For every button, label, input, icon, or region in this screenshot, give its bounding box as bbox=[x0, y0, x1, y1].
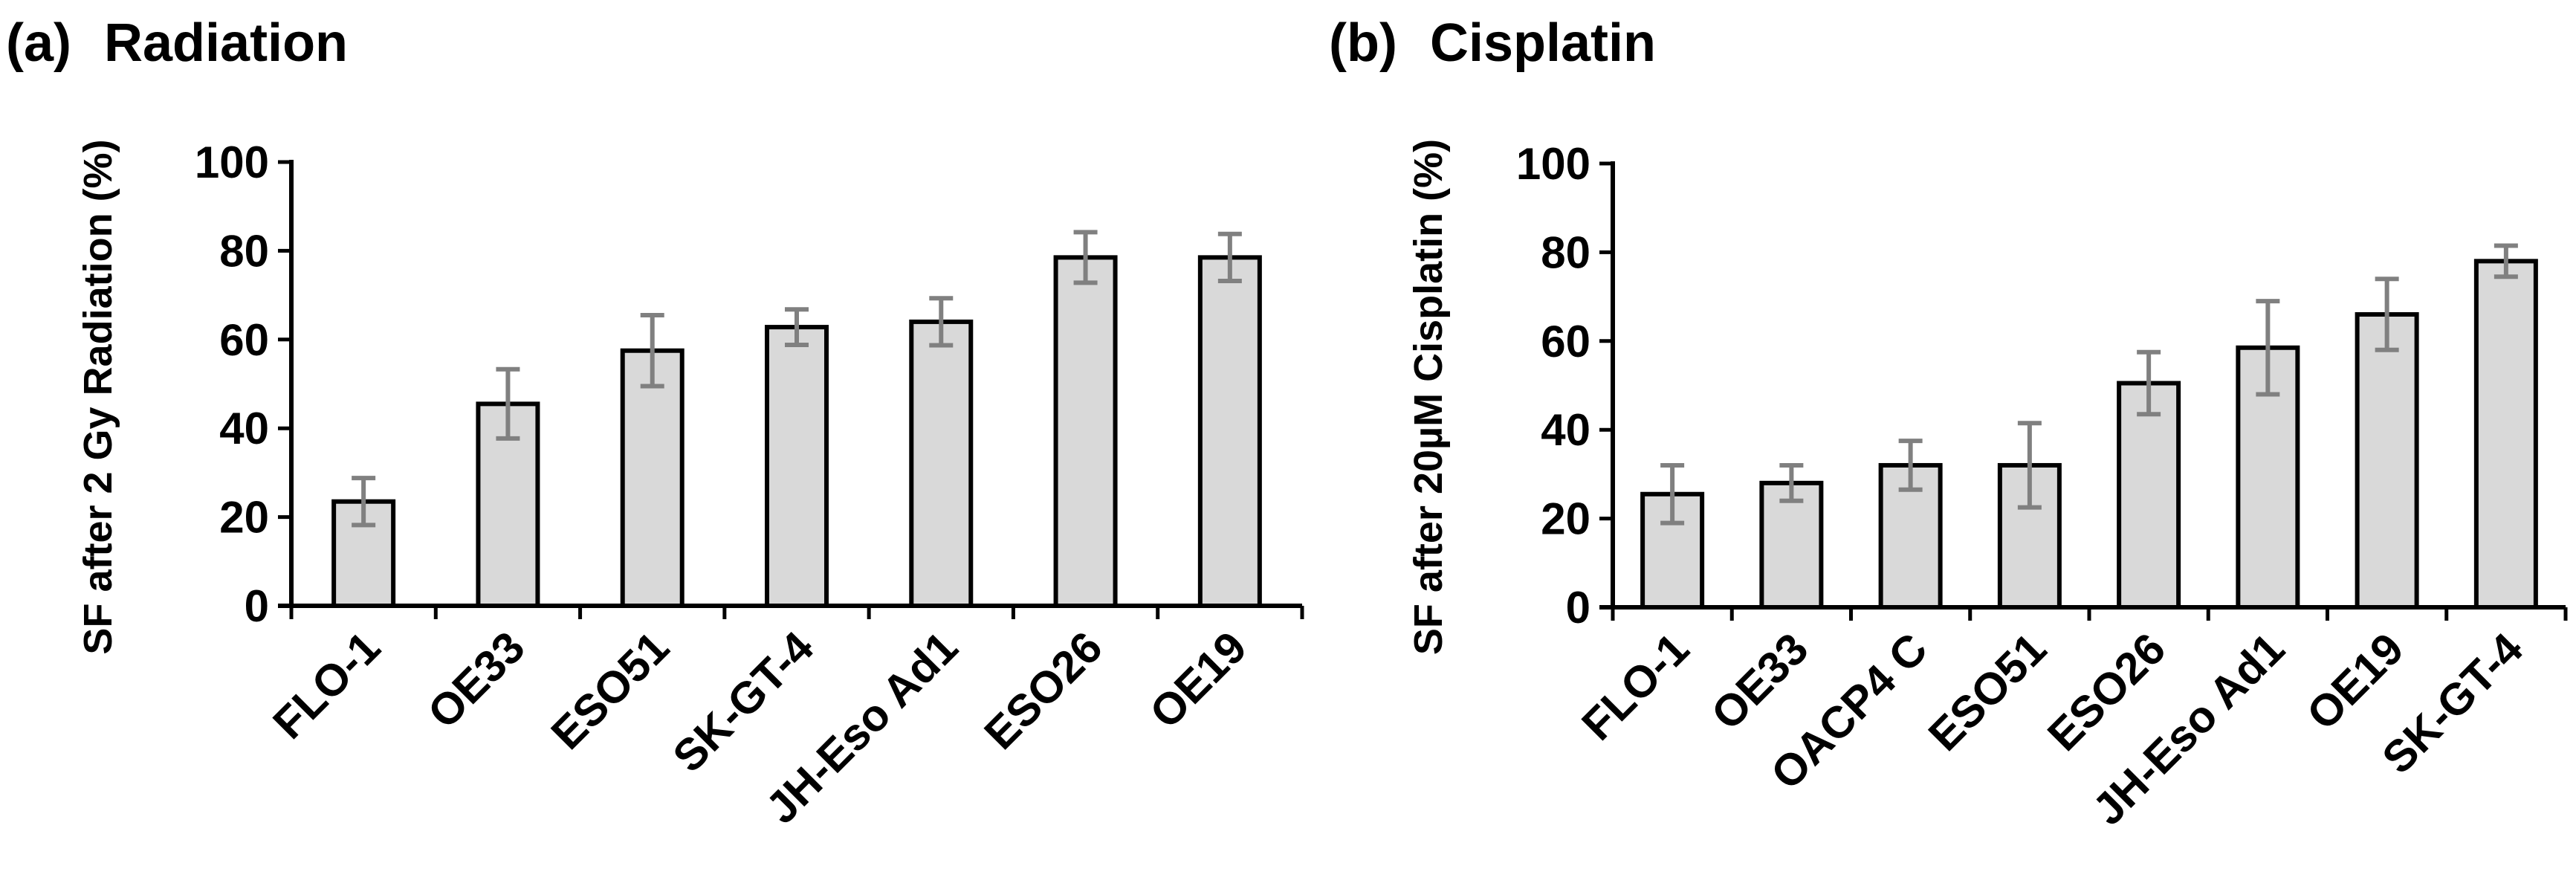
y-tick-label: 60 bbox=[1541, 317, 1590, 366]
error-bar bbox=[640, 312, 664, 389]
y-tick-label: 20 bbox=[219, 493, 269, 543]
x-tick-label: OE33 bbox=[1702, 624, 1818, 740]
panel-a-y-axis-label: SF after 2 Gy Radiation (%) bbox=[76, 139, 120, 654]
x-tick-label: ESO51 bbox=[1919, 624, 2056, 760]
y-tick-label: 60 bbox=[219, 315, 269, 365]
error-bar bbox=[2375, 277, 2399, 352]
panel-a-letter: (a) bbox=[6, 13, 71, 73]
bar-oe19 bbox=[2355, 311, 2419, 610]
panel-b-y-ticks: 0 20 40 60 80 100 bbox=[1516, 139, 1613, 633]
y-tick-label: 100 bbox=[195, 138, 269, 187]
panel-a-y-ticks: 0 20 40 60 80 100 bbox=[195, 138, 291, 631]
error-bar bbox=[1779, 462, 1804, 503]
error-bar bbox=[1898, 439, 1923, 492]
y-tick-label: 0 bbox=[245, 581, 269, 631]
x-tick-label: OE19 bbox=[2297, 624, 2413, 740]
x-tick-label: FLO-1 bbox=[263, 622, 389, 749]
panel-a-label: (a) Radiation bbox=[6, 13, 348, 73]
bar-sk-gt-4 bbox=[2473, 259, 2538, 610]
panel-a-title: Radiation bbox=[104, 13, 348, 73]
panel-b-letter: (b) bbox=[1329, 13, 1397, 73]
y-tick-label: 40 bbox=[219, 404, 269, 453]
error-bar bbox=[1073, 230, 1098, 285]
x-tick-label: FLO-1 bbox=[1572, 624, 1698, 750]
panel-a-error-bars bbox=[352, 230, 1242, 528]
bar-eso51 bbox=[620, 348, 685, 608]
cisplatin-panel: (b) Cisplatin SF after 20µM Cisplatin (%… bbox=[1329, 13, 2568, 835]
x-tick-label: ESO51 bbox=[542, 622, 679, 759]
bar-eso26 bbox=[2117, 381, 2181, 610]
panel-b-label: (b) Cisplatin bbox=[1329, 13, 1656, 73]
y-tick-label: 20 bbox=[1541, 494, 1590, 544]
panel-a-axes bbox=[278, 160, 1304, 619]
error-bar bbox=[2137, 349, 2161, 417]
error-bar bbox=[2017, 421, 2042, 510]
y-tick-label: 40 bbox=[1541, 405, 1590, 455]
error-bar bbox=[352, 476, 376, 528]
error-bar bbox=[1217, 231, 1242, 283]
radiation-panel: (a) Radiation SF after 2 Gy Radiation (%… bbox=[6, 13, 1304, 833]
bar-sk-gt-4 bbox=[765, 325, 829, 608]
error-bar bbox=[496, 366, 520, 441]
error-bar bbox=[785, 307, 809, 347]
y-tick-label: 100 bbox=[1516, 139, 1590, 189]
panel-b-title: Cisplatin bbox=[1430, 13, 1656, 73]
x-tick-label: OE33 bbox=[418, 622, 534, 738]
y-tick-label: 80 bbox=[219, 226, 269, 276]
error-bar bbox=[1660, 462, 1685, 526]
bar-oe19 bbox=[1197, 255, 1262, 608]
error-bar bbox=[2494, 243, 2518, 279]
panel-b-bars bbox=[1640, 259, 2538, 610]
bar-jh-eso-ad1 bbox=[909, 319, 974, 608]
y-tick-label: 0 bbox=[1566, 583, 1590, 633]
y-tick-label: 80 bbox=[1541, 227, 1590, 277]
error-bar bbox=[929, 296, 954, 348]
x-tick-label: OE19 bbox=[1140, 622, 1256, 738]
bar-eso26 bbox=[1053, 255, 1118, 608]
error-bar bbox=[2256, 299, 2280, 397]
panel-b-y-axis-label: SF after 20µM Cisplatin (%) bbox=[1406, 139, 1451, 655]
panel-b-error-bars bbox=[1660, 243, 2518, 526]
panel-b-axes bbox=[1599, 161, 2568, 621]
x-tick-label: ESO26 bbox=[975, 622, 1112, 759]
